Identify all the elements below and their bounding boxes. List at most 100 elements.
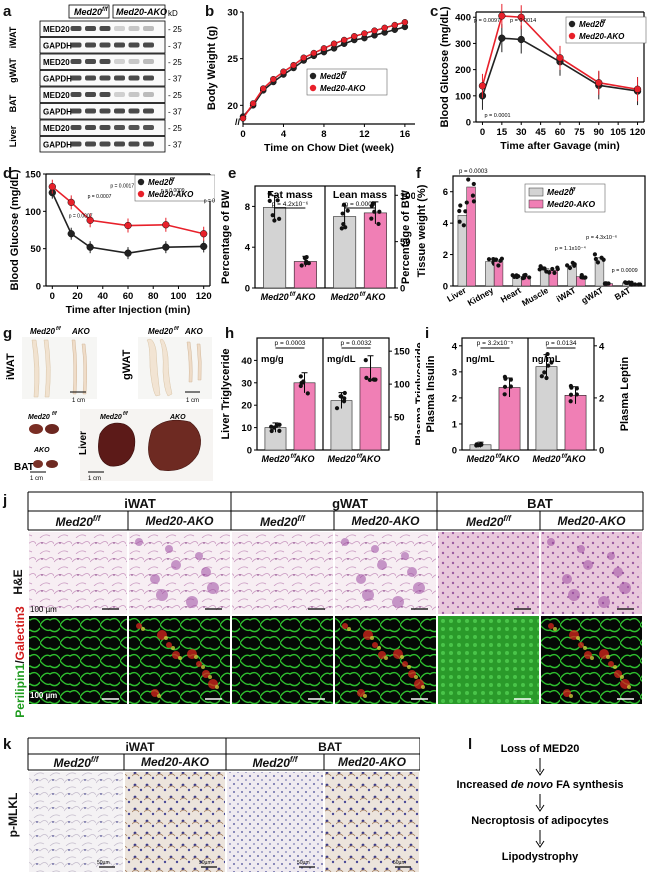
- if-galectin-signal: [202, 670, 210, 678]
- if-galectin-signal: [196, 661, 202, 667]
- data-dot: [520, 276, 525, 281]
- if-galectin-signal: [357, 689, 365, 697]
- x-tick-label: Med20: [261, 454, 289, 464]
- j-genotype-sup: f/f: [92, 514, 101, 523]
- photo-ctrl-2-sup: f/f: [174, 326, 180, 332]
- blot-row-label: MED20: [43, 25, 70, 34]
- panel-label-e: e: [228, 165, 237, 182]
- x-tick-label: 30: [516, 127, 527, 138]
- annotation: p = 0.0032: [341, 340, 372, 347]
- data-dot: [275, 198, 280, 203]
- he-infiltrate: [377, 560, 387, 570]
- annotation: p = 0.0014: [510, 18, 536, 24]
- data-dot: [364, 375, 369, 380]
- blot-band: [70, 75, 82, 81]
- bar: [493, 261, 504, 287]
- data-dot: [550, 266, 555, 272]
- panel-label-f: f: [416, 165, 421, 182]
- if-overlap-signal: [208, 675, 212, 679]
- he-infiltrate: [207, 582, 219, 594]
- data-dot: [567, 265, 573, 271]
- bar: [293, 382, 316, 451]
- legend-label-ako: Med20-AKO: [320, 84, 366, 93]
- blot-band: [128, 92, 140, 97]
- annotation: p = 0.0003: [345, 201, 376, 208]
- x-axis-title: Time after Gavage (min): [500, 140, 619, 152]
- j-genotype-text: Med20: [466, 515, 504, 529]
- x-tick-label: 40: [97, 291, 108, 302]
- legend-swatch-ako: [528, 199, 544, 209]
- if-image: [335, 616, 436, 704]
- y-tick-label: 20: [227, 101, 238, 112]
- if-overlap-signal: [347, 627, 351, 631]
- blot-marker: - 25: [168, 58, 182, 67]
- he-image: [335, 532, 436, 614]
- x-tick-label: 60: [555, 127, 566, 138]
- y-tick-label: 200: [455, 65, 471, 76]
- y-tick-label: 0: [36, 282, 41, 293]
- data-point: [556, 54, 564, 62]
- data-dot: [539, 374, 544, 379]
- x-tick-label: 45: [535, 127, 546, 138]
- data-dot: [298, 374, 303, 379]
- photo-scale-4: 1 cm: [88, 476, 101, 482]
- panel-label-d: d: [3, 165, 13, 182]
- scale-label: 50µm: [297, 860, 310, 866]
- data-dot: [516, 274, 521, 279]
- data-dot: [499, 256, 504, 261]
- y-tick-label: 20: [241, 401, 252, 412]
- x-tick-label: AKO: [294, 454, 315, 464]
- unit-label: mg/dL: [327, 354, 356, 365]
- data-dot: [463, 209, 468, 214]
- data-dot: [638, 282, 643, 287]
- k-genotype-header: Med20f/f: [28, 755, 124, 770]
- y-tick-label: 6: [443, 187, 448, 198]
- data-dot: [486, 257, 492, 262]
- chart-d-itt: 0 20 40 60 80 100 120 0 50 100 150 Time after Injec…: [9, 169, 215, 316]
- y-tick-label: 2: [443, 250, 448, 261]
- data-point: [310, 49, 318, 57]
- data-dot: [568, 392, 574, 397]
- y-tick-label: 4: [452, 341, 458, 352]
- data-dot: [270, 213, 275, 218]
- blot-marker: - 37: [168, 141, 182, 150]
- j-genotype-text: Med20: [55, 515, 93, 529]
- he-infiltrate: [150, 574, 160, 584]
- x-tick-label: 0: [50, 291, 55, 302]
- data-point: [162, 221, 170, 229]
- data-dot: [345, 208, 350, 213]
- data-dot: [371, 377, 376, 382]
- photo-ctrl-3-sup: f/f: [52, 411, 58, 417]
- data-point: [270, 75, 277, 83]
- data-dot: [542, 370, 547, 375]
- x-tick-label: Liver: [445, 285, 468, 304]
- data-dot: [496, 263, 501, 268]
- data-point: [67, 198, 75, 207]
- data-dot: [334, 406, 340, 411]
- data-dot: [471, 199, 477, 204]
- data-point: [200, 242, 208, 251]
- if-galectin-signal: [608, 661, 614, 667]
- data-point: [67, 230, 75, 238]
- data-dot: [305, 391, 310, 396]
- j-scale-he: 100 µm: [30, 605, 57, 614]
- bar: [363, 212, 387, 289]
- x-tick-label: 0: [240, 129, 245, 140]
- he-infiltrate: [562, 574, 572, 584]
- if-galectin-signal: [408, 670, 416, 678]
- data-dot: [546, 363, 551, 368]
- if-galectin-signal: [563, 689, 571, 697]
- group-title: Lean mass: [333, 189, 387, 201]
- data-point: [391, 21, 399, 29]
- data-dot: [552, 270, 557, 275]
- y-tick-label: 4: [245, 243, 251, 254]
- x-tick-label: AKO: [499, 454, 520, 464]
- kd-label: kD: [168, 9, 178, 18]
- if-overlap-signal: [553, 627, 557, 631]
- bar: [567, 265, 577, 287]
- data-dot: [523, 272, 528, 278]
- x-tick-label: AKO: [360, 454, 381, 464]
- he-infiltrate: [195, 552, 203, 560]
- data-dot: [369, 216, 374, 221]
- k-genotype-text: Med20-AKO: [337, 755, 406, 769]
